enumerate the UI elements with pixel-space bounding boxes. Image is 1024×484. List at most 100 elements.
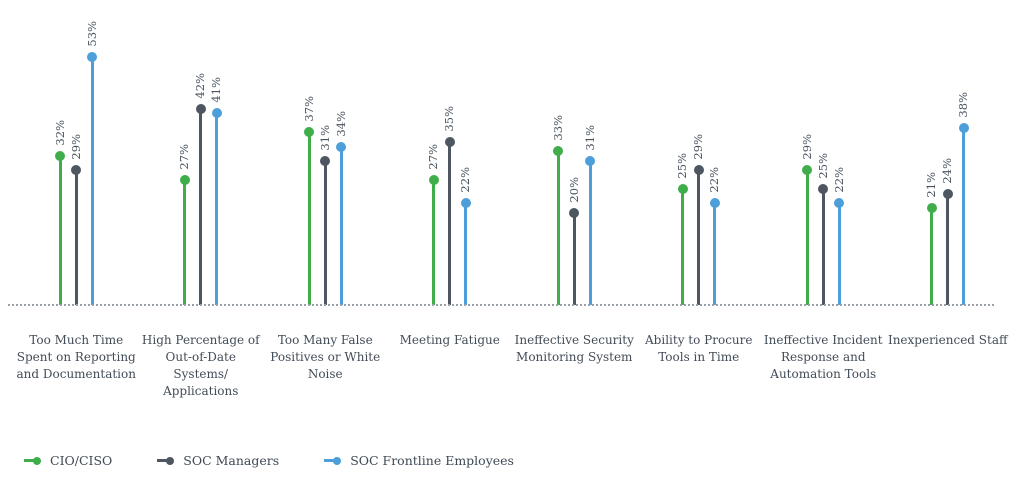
lollipop-stick (697, 173, 701, 305)
lollipop-stick (199, 112, 203, 305)
lollipop-stick (821, 192, 825, 305)
lollipop-dot (336, 142, 347, 152)
value-label: 25% (815, 153, 830, 179)
lollipop-dot (818, 184, 829, 194)
chart-group: 32% 29% 53% Too Much Time Spent on Reportin… (14, 0, 139, 400)
lollipop-dot (304, 127, 315, 137)
lollipop-dot (693, 165, 704, 175)
value-label: 31% (317, 125, 332, 151)
lollipop-stem: 29% (799, 134, 814, 305)
legend-lollipop-icon (157, 456, 175, 466)
lollipop-dot (709, 198, 720, 208)
lollipop-stick (323, 164, 327, 305)
stem-group: 33% 20% 31% (551, 0, 597, 305)
lollipop-dot (802, 165, 813, 175)
value-label: 41% (209, 77, 223, 103)
value-label: 31% (582, 125, 597, 151)
value-label: 34% (333, 111, 348, 137)
lollipop-dot (428, 175, 439, 185)
lollipop-stem: 37% (301, 96, 316, 305)
stem-group: 29% 25% 22% (799, 0, 846, 305)
lollipop-stick (90, 60, 94, 305)
lollipop-dot (942, 189, 953, 199)
lollipop-stem: 27% (177, 144, 191, 305)
x-axis-baseline (8, 304, 995, 306)
value-label: 38% (956, 92, 970, 118)
value-label: 27% (177, 144, 191, 170)
chart-group: 33% 20% 31% Ineffective Security Monitoring… (512, 0, 637, 400)
lollipop-stick (805, 173, 809, 305)
lollipop-stick (448, 145, 452, 305)
stem-group: 25% 29% 22% (675, 0, 721, 305)
lollipop-dot (71, 165, 82, 175)
lollipop-stem: 20% (566, 177, 581, 305)
lollipop-stick (74, 173, 78, 305)
category-label: Ineffective Incident Response and Automa… (763, 333, 883, 382)
value-label: 21% (924, 172, 938, 198)
lollipop-stem: 29% (68, 134, 83, 305)
legend-item: SOC Frontline Employees (324, 453, 514, 468)
legend-label: SOC Frontline Employees (350, 453, 514, 468)
value-label: 22% (458, 167, 472, 193)
lollipop-dot (553, 146, 564, 156)
value-label: 37% (301, 96, 316, 122)
lollipop-dot (211, 108, 222, 118)
value-label: 29% (68, 134, 83, 160)
lollipop-dot (55, 151, 66, 161)
lollipop-dot (179, 175, 190, 185)
value-label: 42% (193, 73, 207, 99)
chart-plot-area: 32% 29% 53% Too Much Time Spent on Reportin… (14, 0, 1010, 400)
stem-group: 27% 42% 41% (177, 0, 223, 305)
lollipop-stick (307, 135, 311, 305)
lollipop-stick (183, 183, 187, 305)
lollipop-stick (837, 206, 841, 305)
legend-item: CIO/CISO (24, 453, 112, 468)
category-label: Too Many False Positives or White Noise (270, 333, 381, 382)
lollipop-stem: 22% (832, 167, 846, 305)
lollipop-dot (585, 156, 596, 166)
lollipop-stick (713, 206, 717, 305)
value-label: 29% (799, 134, 814, 160)
lollipop-stick (58, 159, 62, 305)
lollipop-dot (320, 156, 331, 166)
value-label: 27% (426, 144, 440, 170)
lollipop-stem: 25% (815, 153, 830, 305)
stem-group: 32% 29% 53% (53, 0, 99, 305)
chart-group: 21% 24% 38% Inexperienced Staff (886, 0, 1011, 400)
lollipop-stick (464, 206, 468, 305)
lollipop-stick (962, 131, 966, 305)
value-label: 53% (84, 21, 99, 47)
value-label: 20% (566, 177, 581, 203)
lollipop-stem: 35% (442, 106, 456, 305)
category-label: Too Much Time Spent on Reporting and Doc… (16, 333, 136, 382)
lollipop-dot (87, 52, 98, 62)
lollipop-stem: 24% (940, 158, 954, 305)
lollipop-stick (930, 211, 934, 305)
lollipop-stick (946, 197, 950, 305)
stem-group: 37% 31% 34% (301, 0, 348, 305)
lollipop-stick (556, 154, 560, 305)
chart-group: 27% 42% 41% High Percentage of Out-of-Date … (139, 0, 264, 400)
value-label: 22% (707, 167, 721, 193)
lollipop-stem: 22% (458, 167, 472, 305)
lollipop-stick (215, 116, 219, 305)
lollipop-dot (958, 123, 969, 133)
legend-label: SOC Managers (183, 453, 280, 468)
chart-group: 27% 35% 22% Meeting Fatigue (388, 0, 513, 400)
lollipop-stick (339, 150, 343, 305)
lollipop-stem: 31% (317, 125, 332, 305)
lollipop-stem: 34% (333, 111, 348, 305)
chart-group: 37% 31% 34% Too Many False Positives or Whi… (263, 0, 388, 400)
lollipop-dot (926, 203, 937, 213)
value-label: 29% (691, 134, 705, 160)
lollipop-stem: 27% (426, 144, 440, 305)
category-label: High Percentage of Out-of-Date Systems/ … (141, 333, 260, 399)
legend-item: SOC Managers (157, 453, 279, 468)
lollipop-stem: 31% (582, 125, 597, 305)
lollipop-dot (569, 208, 580, 218)
category-label: Inexperienced Staff (887, 333, 1008, 347)
lollipop-stick (681, 192, 685, 305)
lollipop-stem: 38% (956, 92, 970, 305)
lollipop-stem: 33% (551, 115, 565, 305)
